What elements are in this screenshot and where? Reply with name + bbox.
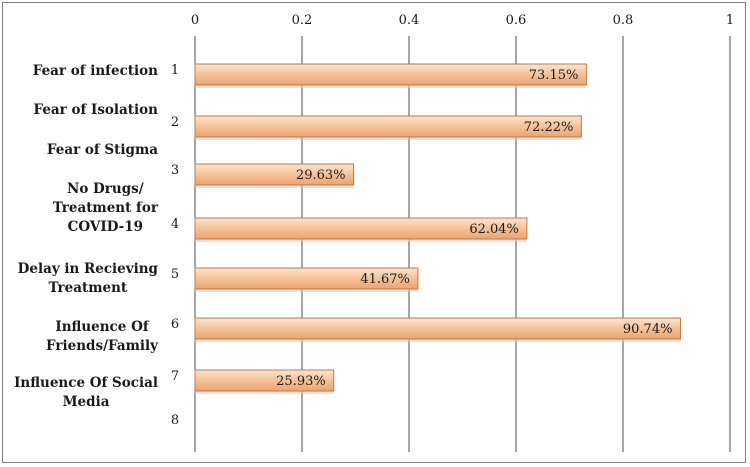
x-tick-label: 1 (726, 13, 734, 28)
category-label: Delay in Recieving Treatment (17, 261, 158, 296)
category-number: 8 (171, 413, 179, 428)
data-label: 29.63% (296, 168, 346, 183)
category-label: Fear of infection (32, 63, 158, 79)
bar (194, 163, 355, 186)
bar (194, 267, 419, 290)
bar (194, 317, 681, 340)
category-label: Influence Of Social Media (14, 375, 158, 410)
category-number: 6 (171, 317, 179, 332)
data-label: 90.74% (623, 322, 673, 337)
data-label: 72.22% (524, 120, 574, 135)
category-number: 1 (171, 63, 179, 78)
data-label: 73.15% (529, 68, 579, 83)
category-label: Influence Of Friends/Family (46, 319, 158, 354)
data-label: 62.04% (469, 222, 519, 237)
data-label: 25.93% (276, 374, 326, 389)
x-tick-label: 0 (191, 13, 199, 28)
data-label: 41.67% (360, 272, 410, 287)
x-tick-label: 0.2 (292, 13, 313, 28)
x-tick-label: 0.6 (506, 13, 527, 28)
bar (194, 369, 335, 392)
category-label: Fear of Isolation (33, 102, 159, 118)
bar (194, 115, 582, 138)
category-label: Fear of Stigma (46, 142, 158, 158)
category-label: No Drugs/ Treatment for COVID-19 (52, 181, 158, 235)
bar (194, 63, 587, 86)
category-number: 3 (171, 163, 179, 178)
category-number: 4 (171, 217, 179, 232)
category-number: 7 (171, 369, 179, 384)
category-number: 5 (171, 267, 179, 282)
category-number: 2 (171, 115, 179, 130)
x-tick-label: 0.4 (399, 13, 420, 28)
bar (194, 217, 528, 240)
x-tick-label: 0.8 (613, 13, 634, 28)
